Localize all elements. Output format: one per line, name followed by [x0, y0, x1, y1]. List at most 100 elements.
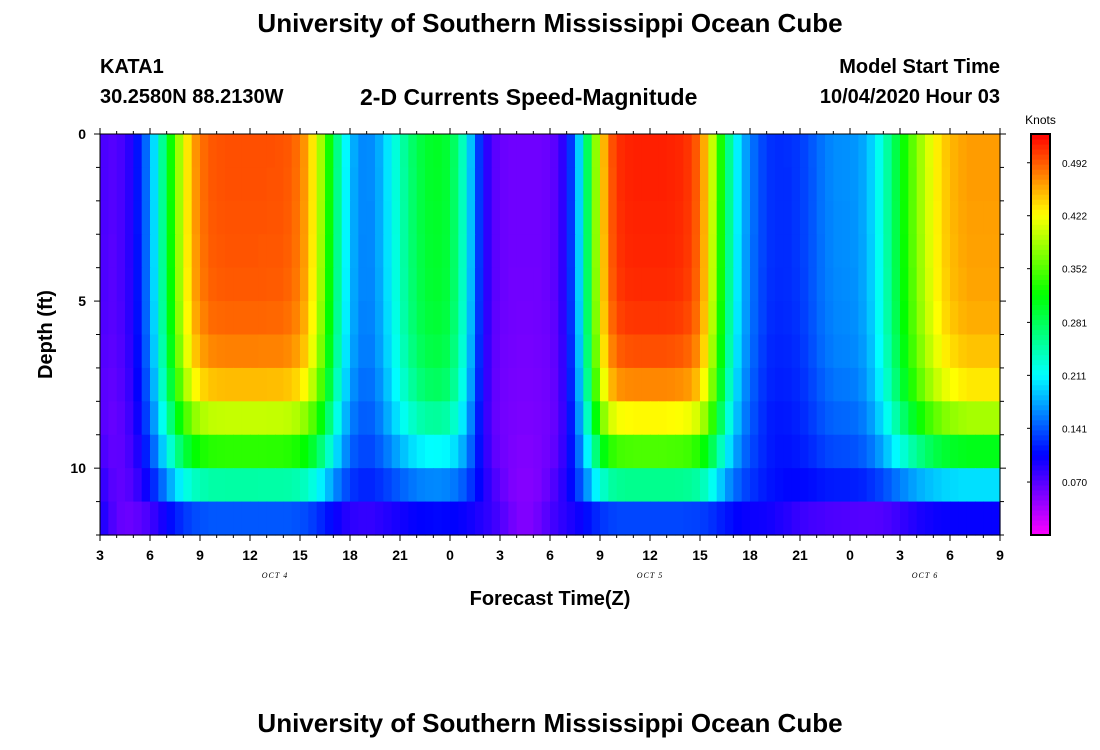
heatmap-cell [758, 367, 768, 402]
heatmap-cell [500, 301, 509, 336]
heatmap-cell [341, 134, 351, 169]
heatmap-cell [300, 301, 309, 336]
heatmap-cell [725, 234, 734, 269]
heatmap-cell [500, 134, 509, 169]
heatmap-cell [683, 134, 693, 169]
heatmap-cell [791, 367, 801, 402]
heatmap-cell [675, 334, 684, 369]
heatmap-cell [391, 167, 401, 202]
heatmap-cell [675, 468, 684, 503]
heatmap-cell [408, 401, 418, 436]
heatmap-cell [691, 401, 701, 436]
heatmap-cell [608, 468, 618, 503]
heatmap-cell [941, 234, 951, 269]
heatmap-cell [958, 501, 968, 536]
heatmap-cell [225, 434, 234, 469]
heatmap-cell [450, 468, 459, 503]
heatmap-cell [166, 234, 176, 269]
heatmap-cell [216, 234, 226, 269]
heatmap-cell [166, 301, 176, 336]
heatmap-cell [850, 367, 859, 402]
heatmap-cell [150, 401, 159, 436]
heatmap-cell [575, 334, 584, 369]
heatmap-cell [241, 367, 251, 402]
heatmap-cell [258, 434, 268, 469]
heatmap-cell [716, 434, 726, 469]
heatmap-cell [591, 301, 601, 336]
heatmap-cell [325, 267, 334, 302]
heatmap-cell [158, 234, 168, 269]
heatmap-cell [141, 367, 151, 402]
heatmap-cell [975, 468, 984, 503]
heatmap-cell [808, 334, 818, 369]
heatmap-cell [525, 301, 534, 336]
heatmap-cell [633, 434, 643, 469]
heatmap-cell [550, 334, 559, 369]
heatmap-cell [608, 167, 618, 202]
heatmap-cell [733, 434, 743, 469]
heatmap-cell [808, 501, 818, 536]
heatmap-cell [241, 134, 251, 169]
heatmap-cell [841, 367, 851, 402]
heatmap-cell [775, 468, 784, 503]
heatmap-cell [216, 501, 226, 536]
heatmap-cell [183, 301, 193, 336]
heatmap-cell [483, 234, 493, 269]
heatmap-cell [150, 234, 159, 269]
heatmap-cell [825, 468, 834, 503]
heatmap-cell [350, 468, 359, 503]
heatmap-cell [950, 134, 959, 169]
heatmap-cell [816, 267, 826, 302]
heatmap-cell [508, 167, 518, 202]
heatmap-cell [233, 134, 243, 169]
heatmap-cell [908, 434, 918, 469]
heatmap-cell [483, 334, 493, 369]
heatmap-cell [650, 367, 659, 402]
heatmap-cell [233, 200, 243, 235]
heatmap-cell [333, 367, 343, 402]
heatmap-cell [150, 267, 159, 302]
heatmap-cell [825, 234, 834, 269]
heatmap-cell [783, 301, 793, 336]
heatmap-cell [341, 401, 351, 436]
heatmap-cell [133, 334, 143, 369]
heatmap-cell [966, 334, 976, 369]
heatmap-cell [658, 200, 668, 235]
heatmap-cell [200, 334, 209, 369]
colorbar-segment [1031, 329, 1050, 336]
heatmap-cell [291, 167, 301, 202]
heatmap-cell [941, 367, 951, 402]
model-start-label: Model Start Time [839, 56, 1000, 78]
heatmap-cell [566, 334, 576, 369]
heatmap-cell [725, 200, 734, 235]
heatmap-cell [266, 401, 276, 436]
heatmap-cell [241, 401, 251, 436]
heatmap-cell [325, 434, 334, 469]
heatmap-cell [733, 234, 743, 269]
colorbar-segment [1031, 354, 1050, 361]
heatmap-cell [233, 167, 243, 202]
heatmap-cell [741, 301, 751, 336]
heatmap-cell [650, 401, 659, 436]
heatmap-cell [958, 200, 968, 235]
heatmap-cell [425, 468, 434, 503]
colorbar-segment [1031, 204, 1050, 210]
heatmap-cell [116, 367, 126, 402]
heatmap-cell [200, 468, 209, 503]
heatmap-cell [175, 267, 184, 302]
heatmap-cell [191, 301, 201, 336]
heatmap-cell [400, 200, 409, 235]
heatmap-cell [883, 167, 893, 202]
heatmap-cell [166, 468, 176, 503]
colorbar-segment [1031, 459, 1050, 466]
heatmap-cell [333, 234, 343, 269]
heatmap-cell [633, 200, 643, 235]
heatmap-cell [241, 301, 251, 336]
heatmap-cell [175, 401, 184, 436]
heatmap-cell [541, 200, 551, 235]
heatmap-cell [225, 501, 234, 536]
heatmap-cell [433, 468, 443, 503]
heatmap-cell [866, 134, 876, 169]
heatmap-cell [400, 501, 409, 536]
heatmap-cell [691, 334, 701, 369]
